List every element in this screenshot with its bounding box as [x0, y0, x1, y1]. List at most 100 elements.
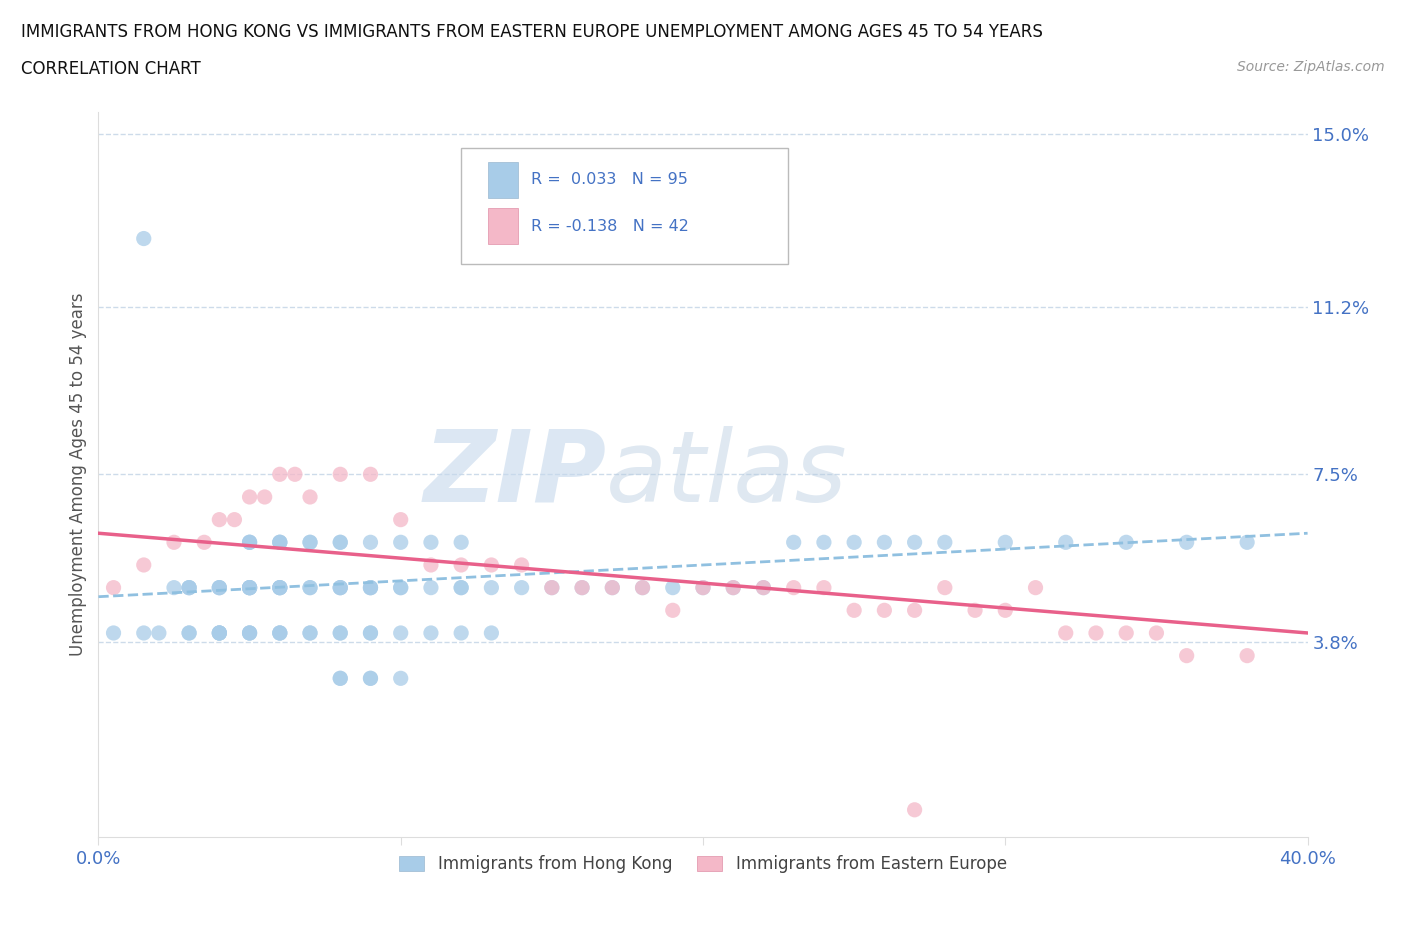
Point [103, 626, 125, 641]
Point [253, 489, 276, 504]
Point [873, 603, 896, 618]
Point [148, 626, 170, 641]
Point [602, 580, 624, 595]
Point [360, 580, 382, 595]
Point [450, 580, 472, 595]
Point [389, 535, 412, 550]
Point [692, 580, 714, 595]
Point [360, 535, 382, 550]
Point [239, 580, 262, 595]
Point [103, 580, 125, 595]
Point [299, 580, 322, 595]
Point [329, 535, 352, 550]
Point [904, 603, 927, 618]
Point [510, 580, 533, 595]
Point [299, 489, 322, 504]
Text: ZIP: ZIP [423, 426, 606, 523]
Point [420, 535, 443, 550]
Point [481, 626, 503, 641]
Point [299, 626, 322, 641]
Point [269, 626, 291, 641]
Y-axis label: Unemployment Among Ages 45 to 54 years: Unemployment Among Ages 45 to 54 years [69, 293, 87, 656]
Point [873, 535, 896, 550]
Point [239, 580, 262, 595]
Point [1054, 626, 1077, 641]
Point [269, 580, 291, 595]
Point [329, 580, 352, 595]
Point [1115, 626, 1137, 641]
Point [239, 626, 262, 641]
Point [239, 535, 262, 550]
Point [208, 512, 231, 527]
Point [1175, 648, 1198, 663]
Point [132, 231, 155, 246]
Point [239, 580, 262, 595]
Point [269, 580, 291, 595]
Point [934, 580, 956, 595]
Point [329, 535, 352, 550]
Point [965, 603, 987, 618]
Point [844, 603, 866, 618]
Point [752, 580, 775, 595]
Point [1085, 626, 1108, 641]
Point [994, 603, 1017, 618]
Point [269, 626, 291, 641]
Point [571, 580, 593, 595]
Text: CORRELATION CHART: CORRELATION CHART [21, 60, 201, 78]
Point [360, 671, 382, 685]
Point [208, 580, 231, 595]
Bar [488, 208, 517, 245]
Point [631, 580, 654, 595]
Point [239, 489, 262, 504]
Point [299, 626, 322, 641]
Point [389, 580, 412, 595]
Point [783, 580, 806, 595]
Point [540, 580, 562, 595]
Point [450, 580, 472, 595]
FancyBboxPatch shape [461, 148, 787, 264]
Point [904, 803, 927, 817]
Point [602, 580, 624, 595]
Point [450, 535, 472, 550]
Text: atlas: atlas [606, 426, 848, 523]
Point [299, 535, 322, 550]
Point [179, 580, 201, 595]
Point [299, 535, 322, 550]
Point [329, 626, 352, 641]
Point [208, 626, 231, 641]
Point [783, 535, 806, 550]
Point [510, 558, 533, 573]
Bar [488, 162, 517, 198]
Point [329, 467, 352, 482]
Point [208, 580, 231, 595]
Point [269, 535, 291, 550]
Legend: Immigrants from Hong Kong, Immigrants from Eastern Europe: Immigrants from Hong Kong, Immigrants fr… [392, 848, 1014, 880]
Point [692, 580, 714, 595]
Point [904, 535, 927, 550]
Point [239, 580, 262, 595]
Point [329, 580, 352, 595]
Point [269, 626, 291, 641]
Point [132, 558, 155, 573]
Point [752, 580, 775, 595]
Point [389, 512, 412, 527]
Point [360, 580, 382, 595]
Text: IMMIGRANTS FROM HONG KONG VS IMMIGRANTS FROM EASTERN EUROPE UNEMPLOYMENT AMONG A: IMMIGRANTS FROM HONG KONG VS IMMIGRANTS … [21, 23, 1043, 41]
Point [360, 626, 382, 641]
Point [844, 535, 866, 550]
Point [239, 535, 262, 550]
Point [389, 671, 412, 685]
Point [208, 626, 231, 641]
Point [132, 626, 155, 641]
Point [1175, 535, 1198, 550]
Point [239, 626, 262, 641]
Point [179, 626, 201, 641]
Point [329, 671, 352, 685]
Point [269, 580, 291, 595]
Text: R =  0.033   N = 95: R = 0.033 N = 95 [531, 172, 688, 187]
Point [269, 467, 291, 482]
Point [994, 535, 1017, 550]
Point [329, 671, 352, 685]
Point [571, 580, 593, 595]
Point [179, 626, 201, 641]
